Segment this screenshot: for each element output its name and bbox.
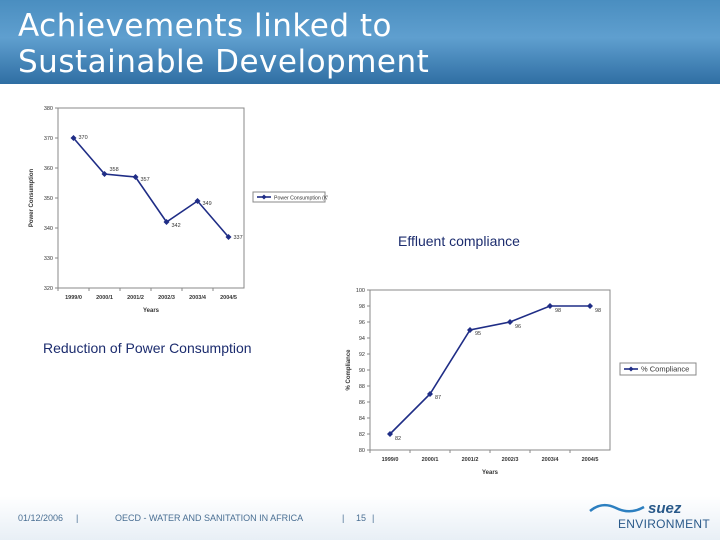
data-label: 349 xyxy=(203,201,212,207)
data-label: 370 xyxy=(79,135,88,141)
y-tick-label: 100 xyxy=(356,288,365,294)
suez-environment-logo: suez ENVIRONMENT xyxy=(589,500,710,531)
data-point xyxy=(467,327,473,333)
footer-title: OECD - WATER AND SANITATION IN AFRICA xyxy=(115,513,304,523)
y-tick-label: 92 xyxy=(359,352,365,358)
x-tick-label: 1999/0 xyxy=(382,457,399,463)
y-axis-label: % Compliance xyxy=(346,349,352,391)
data-label: 357 xyxy=(141,177,150,183)
y-tick-label: 80 xyxy=(359,448,365,454)
series-line xyxy=(389,305,590,435)
legend-marker xyxy=(628,366,634,372)
data-label: 95 xyxy=(475,331,481,337)
footer-page-number: 15 xyxy=(356,513,367,523)
data-point xyxy=(587,303,593,309)
footer-separator: | xyxy=(372,513,375,523)
y-tick-label: 82 xyxy=(359,432,365,438)
data-point xyxy=(70,135,77,141)
y-tick-label: 98 xyxy=(359,304,365,310)
y-tick-label: 380 xyxy=(44,106,53,112)
y-tick-label: 360 xyxy=(44,166,53,172)
data-label: 82 xyxy=(395,436,401,442)
data-point xyxy=(507,319,513,325)
y-tick-label: 84 xyxy=(359,416,365,422)
data-point xyxy=(225,234,232,240)
slide-footer xyxy=(0,496,720,540)
data-label: 358 xyxy=(110,167,119,173)
x-tick-label: 2002/3 xyxy=(158,295,175,301)
effluent-compliance-chart: 100 98 96 94 92 90 88 86 84 82 80 1999/0 2000/1 2001/… xyxy=(346,288,697,476)
footer-date: 01/12/2006 xyxy=(18,513,64,523)
data-point xyxy=(194,198,201,204)
power-consumption-chart: 380 370 360 350 340 330 320 1999/0 2000/1 2001/2 2… xyxy=(29,106,328,314)
footer-separator: | xyxy=(76,513,79,523)
x-tick-label: 2001/2 xyxy=(462,457,479,463)
caption-effluent-compliance: Effluent compliance xyxy=(398,233,520,249)
legend-box xyxy=(619,362,697,376)
y-tick-label: 94 xyxy=(359,336,365,342)
x-tick-label: 2000/1 xyxy=(96,295,113,301)
logo-wordmark-top: suez xyxy=(648,500,682,517)
y-tick-label: 370 xyxy=(44,136,53,142)
legend-box xyxy=(252,191,326,203)
y-tick-label: 340 xyxy=(44,226,53,232)
x-tick-label: 2001/2 xyxy=(127,295,144,301)
data-point xyxy=(427,391,433,397)
y-tick-label: 90 xyxy=(359,368,365,374)
plot-area xyxy=(57,107,245,289)
slide-header: Achievements linked to Sustainable Devel… xyxy=(0,0,720,84)
data-point xyxy=(163,219,170,225)
y-tick-label: 330 xyxy=(44,256,53,262)
data-label: 342 xyxy=(172,223,181,229)
x-tick-label: 2004/5 xyxy=(582,457,599,463)
y-tick-label: 86 xyxy=(359,400,365,406)
plot-area xyxy=(369,289,611,451)
data-point xyxy=(387,431,393,437)
x-axis-label: Years xyxy=(143,308,160,314)
y-tick-label: 96 xyxy=(359,320,365,326)
caption-power-reduction: Reduction of Power Consumption xyxy=(43,340,252,356)
data-label: 98 xyxy=(595,308,601,314)
series-line xyxy=(72,137,230,238)
footer-separator: | xyxy=(342,513,345,523)
data-point xyxy=(101,171,108,177)
data-point xyxy=(132,174,139,180)
y-tick-label: 320 xyxy=(44,286,53,292)
y-tick-label: 350 xyxy=(44,196,53,202)
x-tick-label: 1999/0 xyxy=(65,295,82,301)
logo-wordmark-bottom: ENVIRONMENT xyxy=(618,517,710,531)
legend-label: % Compliance xyxy=(641,365,689,374)
x-tick-label: 2004/5 xyxy=(220,295,237,301)
data-label: 337 xyxy=(234,235,243,241)
y-tick-label: 88 xyxy=(359,384,365,390)
y-axis-label: Power Consumption xyxy=(29,169,35,228)
x-tick-label: 2003/4 xyxy=(542,457,560,463)
legend-label: Power Consumption (KWh/M3) xyxy=(274,196,328,202)
slide-title: Achievements linked to Sustainable Devel… xyxy=(18,8,430,80)
data-point xyxy=(547,303,553,309)
x-axis-label: Years xyxy=(482,470,499,476)
legend-marker xyxy=(261,194,267,200)
data-label: 96 xyxy=(515,324,521,330)
x-tick-label: 2003/4 xyxy=(189,295,207,301)
x-tick-label: 2000/1 xyxy=(422,457,439,463)
data-label: 98 xyxy=(555,308,561,314)
data-label: 87 xyxy=(435,395,441,401)
x-tick-label: 2002/3 xyxy=(502,457,519,463)
